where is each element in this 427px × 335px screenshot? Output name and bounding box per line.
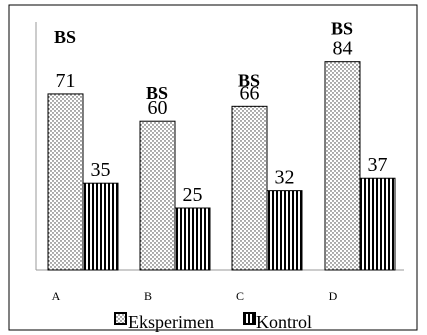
chart-border (8, 4, 418, 331)
annotation-bs-b: BS (146, 83, 168, 103)
bar-eksperimen-a (47, 93, 84, 271)
bar-eksperimen-c (231, 105, 268, 271)
bar-eksperimen-d (324, 61, 361, 271)
bar-kontrol-a (82, 182, 119, 271)
x-tick-label-c: C (236, 289, 244, 303)
bar-kontrol-b (174, 207, 211, 271)
legend-swatch-eksperimen (114, 312, 127, 325)
annotation-bs-c: BS (238, 70, 260, 90)
data-label-eksperimen-c: 66 (240, 82, 260, 104)
bar-kontrol-d (359, 177, 396, 271)
data-label-kontrol-a: 35 (91, 159, 111, 181)
data-label-eksperimen-d: 84 (333, 38, 353, 60)
bar-kontrol-c (266, 190, 303, 271)
data-label-kontrol-d: 37 (368, 154, 388, 176)
annotation-bs-d: BS (331, 19, 353, 39)
x-tick-label-a: A (52, 289, 61, 303)
legend: Eksperimen Kontrol (114, 312, 312, 332)
x-tick-label-b: B (144, 289, 152, 303)
legend-label-eksperimen: Eksperimen (128, 312, 214, 332)
bar-eksperimen-b (139, 120, 176, 271)
legend-label-kontrol: Kontrol (256, 312, 312, 332)
x-tick-label-d: D (329, 289, 338, 303)
data-label-eksperimen-a: 71 (56, 70, 76, 92)
data-label-eksperimen-b: 60 (148, 97, 168, 119)
data-label-kontrol-b: 25 (183, 184, 203, 206)
data-label-kontrol-c: 32 (275, 167, 295, 189)
legend-swatch-kontrol (243, 312, 256, 325)
annotation-bs-a: BS (54, 27, 76, 47)
